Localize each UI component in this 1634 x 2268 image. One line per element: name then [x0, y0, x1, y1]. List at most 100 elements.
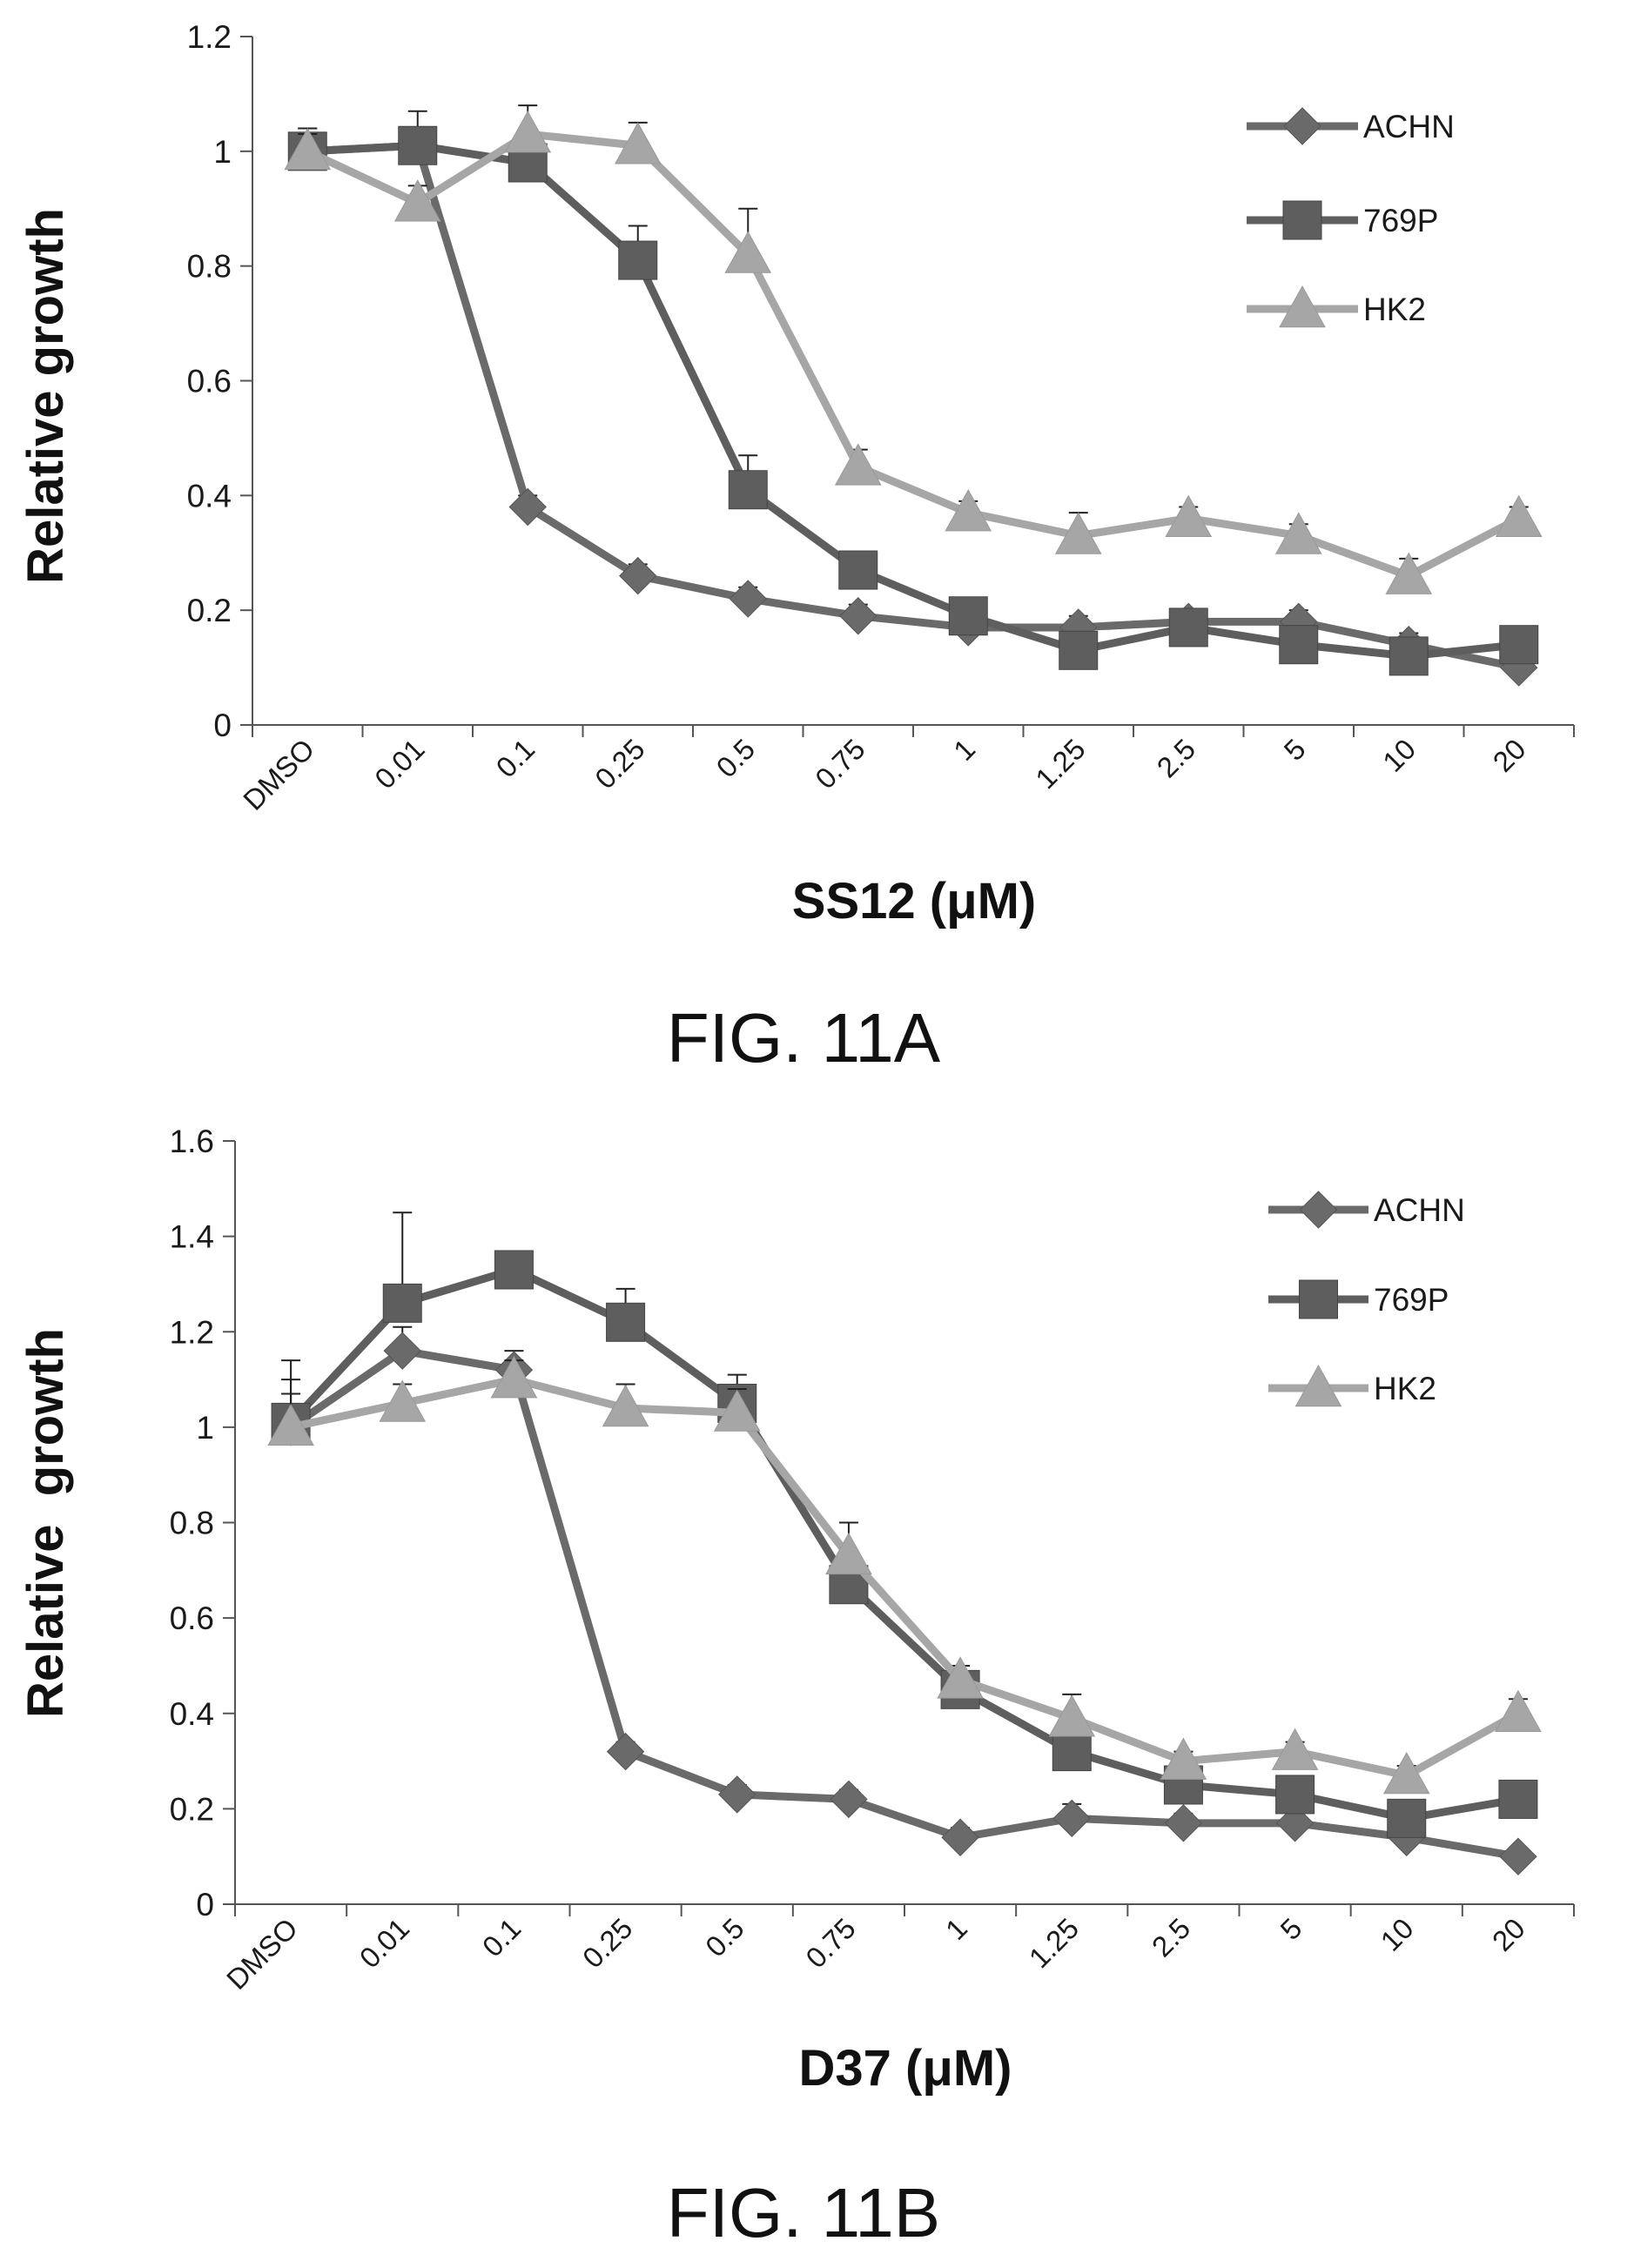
- y-tick-label: 0: [196, 1887, 214, 1922]
- data-point: [504, 111, 552, 153]
- data-point: [1059, 630, 1099, 670]
- x-tick-label: 1: [947, 733, 981, 767]
- x-tick-label: 0.01: [368, 733, 431, 795]
- y-tick-label: 0.4: [170, 1696, 214, 1732]
- series-line: [290, 1375, 1521, 1780]
- y-tick-label: 1.6: [170, 1124, 214, 1159]
- x-tick-label: 0.1: [490, 733, 541, 784]
- data-point: [618, 240, 658, 280]
- x-tick-label: 5: [1278, 733, 1312, 767]
- legend-label: 769P: [1363, 203, 1438, 238]
- data-point: [490, 1356, 538, 1399]
- y-tick-label: 0.8: [187, 249, 232, 285]
- x-tick-label: 2.5: [1146, 1912, 1197, 1963]
- x-tick-label: 10: [1376, 733, 1422, 778]
- data-point: [284, 127, 332, 171]
- data-point: [383, 1332, 421, 1370]
- x-tick-label: 0.01: [353, 1912, 416, 1975]
- data-point: [1499, 625, 1539, 665]
- series-769p: [287, 110, 1539, 676]
- data-point: [728, 470, 768, 510]
- data-point: [606, 1732, 645, 1771]
- data-point: [398, 125, 438, 165]
- x-tick-label: 0.1: [476, 1912, 528, 1963]
- series-achn: [272, 1325, 1537, 1875]
- data-point: [839, 597, 878, 635]
- x-tick-label: 1: [939, 1912, 973, 1946]
- data-point: [1389, 636, 1429, 676]
- legend-marker: [1282, 200, 1322, 240]
- data-point: [945, 489, 992, 532]
- data-point: [1279, 625, 1319, 665]
- data-point: [1054, 512, 1102, 554]
- x-tick-label: 1.25: [1029, 733, 1092, 795]
- legend-marker: [1283, 107, 1321, 145]
- legend-marker: [1279, 285, 1326, 328]
- data-point: [619, 556, 657, 595]
- y-tick-label: 1.2: [187, 19, 232, 55]
- data-point: [1160, 1737, 1207, 1780]
- data-point: [494, 1250, 534, 1290]
- y-tick-label: 1.2: [170, 1314, 214, 1350]
- y-tick-label: 0.6: [187, 364, 232, 399]
- x-tick-label: 20: [1487, 733, 1532, 778]
- data-point: [1274, 512, 1322, 554]
- y-axis-label: Relative growth: [17, 1328, 74, 1718]
- data-point: [1382, 1751, 1430, 1795]
- data-point: [830, 1780, 868, 1819]
- data-point: [1168, 607, 1208, 648]
- data-point: [1165, 494, 1213, 537]
- data-point: [1499, 1837, 1537, 1875]
- series-769p: [271, 1211, 1538, 1838]
- x-axis-label: D37 (μM): [799, 2040, 1012, 2097]
- data-point: [729, 580, 767, 618]
- legend-label: ACHN: [1374, 1192, 1465, 1228]
- data-point: [1052, 1732, 1092, 1772]
- figure-caption: FIG. 11A: [667, 999, 941, 1077]
- figure-caption: FIG. 11B: [667, 2174, 940, 2251]
- y-axis-label: Relative growth: [17, 208, 74, 584]
- legend-label: HK2: [1374, 1371, 1436, 1406]
- y-tick-label: 0.8: [170, 1506, 214, 1541]
- data-point: [508, 487, 547, 527]
- legend-marker: [1294, 1364, 1342, 1407]
- data-point: [382, 1283, 422, 1323]
- x-tick-label: 0.75: [809, 733, 871, 795]
- series-hk2: [284, 104, 1543, 594]
- y-tick-label: 0.6: [170, 1600, 214, 1636]
- y-tick-label: 0.2: [170, 1791, 214, 1827]
- legend-marker: [1299, 1191, 1338, 1229]
- data-point: [834, 443, 882, 486]
- x-tick-label: 5: [1274, 1912, 1308, 1946]
- data-point: [724, 231, 772, 273]
- data-point: [267, 1403, 314, 1446]
- x-tick-label: 0.5: [710, 733, 762, 784]
- data-point: [379, 1379, 427, 1422]
- x-tick-label: 1.25: [1023, 1912, 1086, 1975]
- y-tick-label: 0.2: [187, 593, 232, 628]
- data-point: [1275, 1775, 1315, 1815]
- data-point: [1498, 1779, 1538, 1819]
- x-tick-label: DMSO: [237, 733, 320, 816]
- data-point: [1385, 552, 1433, 594]
- y-tick-label: 1.4: [170, 1219, 214, 1255]
- x-axis-label: SS12 (μM): [792, 873, 1036, 929]
- y-tick-label: 1: [196, 1410, 214, 1446]
- data-point: [713, 1389, 761, 1432]
- data-point: [948, 596, 988, 636]
- data-point: [614, 122, 662, 164]
- series-line: [287, 1265, 1519, 1822]
- legend-marker: [1299, 1279, 1338, 1319]
- data-point: [1052, 1799, 1091, 1838]
- x-tick-label: DMSO: [220, 1912, 304, 1996]
- legend-label: HK2: [1363, 292, 1426, 327]
- data-point: [1164, 1804, 1203, 1842]
- data-point: [602, 1384, 649, 1427]
- data-point: [1495, 1689, 1542, 1733]
- data-point: [941, 1818, 979, 1856]
- y-tick-label: 0: [213, 708, 232, 743]
- series-achn: [288, 126, 1538, 687]
- data-point: [825, 1532, 872, 1575]
- data-point: [1271, 1728, 1319, 1770]
